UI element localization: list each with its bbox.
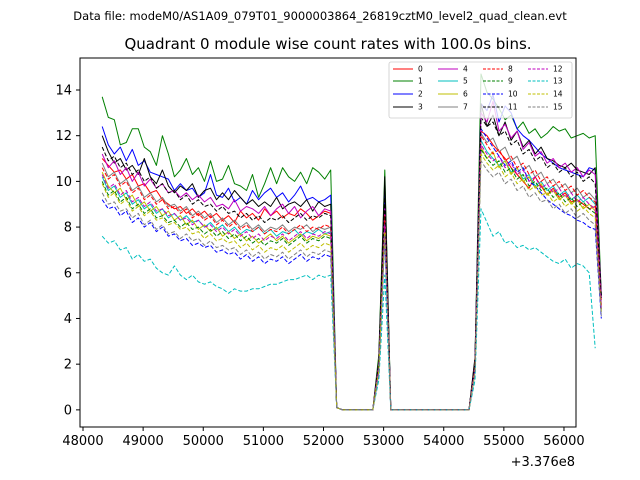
legend-label-5: 5	[463, 77, 468, 86]
y-tick-label: 12	[55, 129, 72, 144]
legend-label-2: 2	[418, 90, 423, 99]
series-line-13	[101, 208, 596, 411]
figure-suptitle: Data file: modeM0/AS1A09_079T01_90000038…	[73, 9, 567, 23]
series-layer	[101, 73, 602, 411]
series-line-11	[101, 116, 602, 411]
x-tick-label: 51000	[243, 434, 284, 449]
legend-label-0: 0	[418, 65, 423, 74]
legend-label-9: 9	[508, 77, 513, 86]
plot-frame	[79, 57, 577, 428]
legend-label-6: 6	[463, 90, 468, 99]
y-tick-label: 2	[64, 358, 72, 373]
y-tick-label: 0	[64, 403, 72, 418]
y-tick-label: 6	[64, 266, 72, 281]
legend-label-11: 11	[508, 103, 518, 112]
legend-frame	[388, 61, 573, 119]
y-axis: 0 2 4 6 8 10 12 14	[55, 83, 80, 418]
x-tick-label: 49000	[122, 434, 163, 449]
x-tick-label: 48000	[62, 434, 103, 449]
chart-title: Quadrant 0 module wise count rates with …	[124, 35, 531, 53]
legend-label-4: 4	[463, 65, 468, 74]
y-tick-label: 14	[55, 83, 72, 98]
y-tick-label: 10	[55, 175, 72, 190]
legend-label-15: 15	[553, 103, 563, 112]
x-tick-label: 56000	[543, 434, 584, 449]
legend-label-12: 12	[553, 65, 563, 74]
x-tick-label: 53000	[363, 434, 404, 449]
legend-label-8: 8	[508, 65, 513, 74]
x-tick-label: 55000	[483, 434, 524, 449]
y-tick-label: 8	[64, 221, 72, 236]
legend-label-10: 10	[508, 90, 518, 99]
legend-label-7: 7	[463, 103, 468, 112]
x-tick-label: 52000	[303, 434, 344, 449]
x-tick-label: 54000	[423, 434, 464, 449]
legend-label-1: 1	[418, 77, 423, 86]
x-tick-label: 50000	[183, 434, 224, 449]
x-axis: 48000 49000 50000 51000 52000 53000 54000 55000…	[62, 427, 585, 449]
y-tick-label: 4	[64, 312, 72, 327]
legend-label-13: 13	[553, 77, 563, 86]
series-line-15	[101, 160, 602, 411]
x-offset-label: +3.376e8	[511, 455, 575, 470]
legend-label-14: 14	[553, 90, 563, 99]
legend-label-3: 3	[418, 103, 423, 112]
